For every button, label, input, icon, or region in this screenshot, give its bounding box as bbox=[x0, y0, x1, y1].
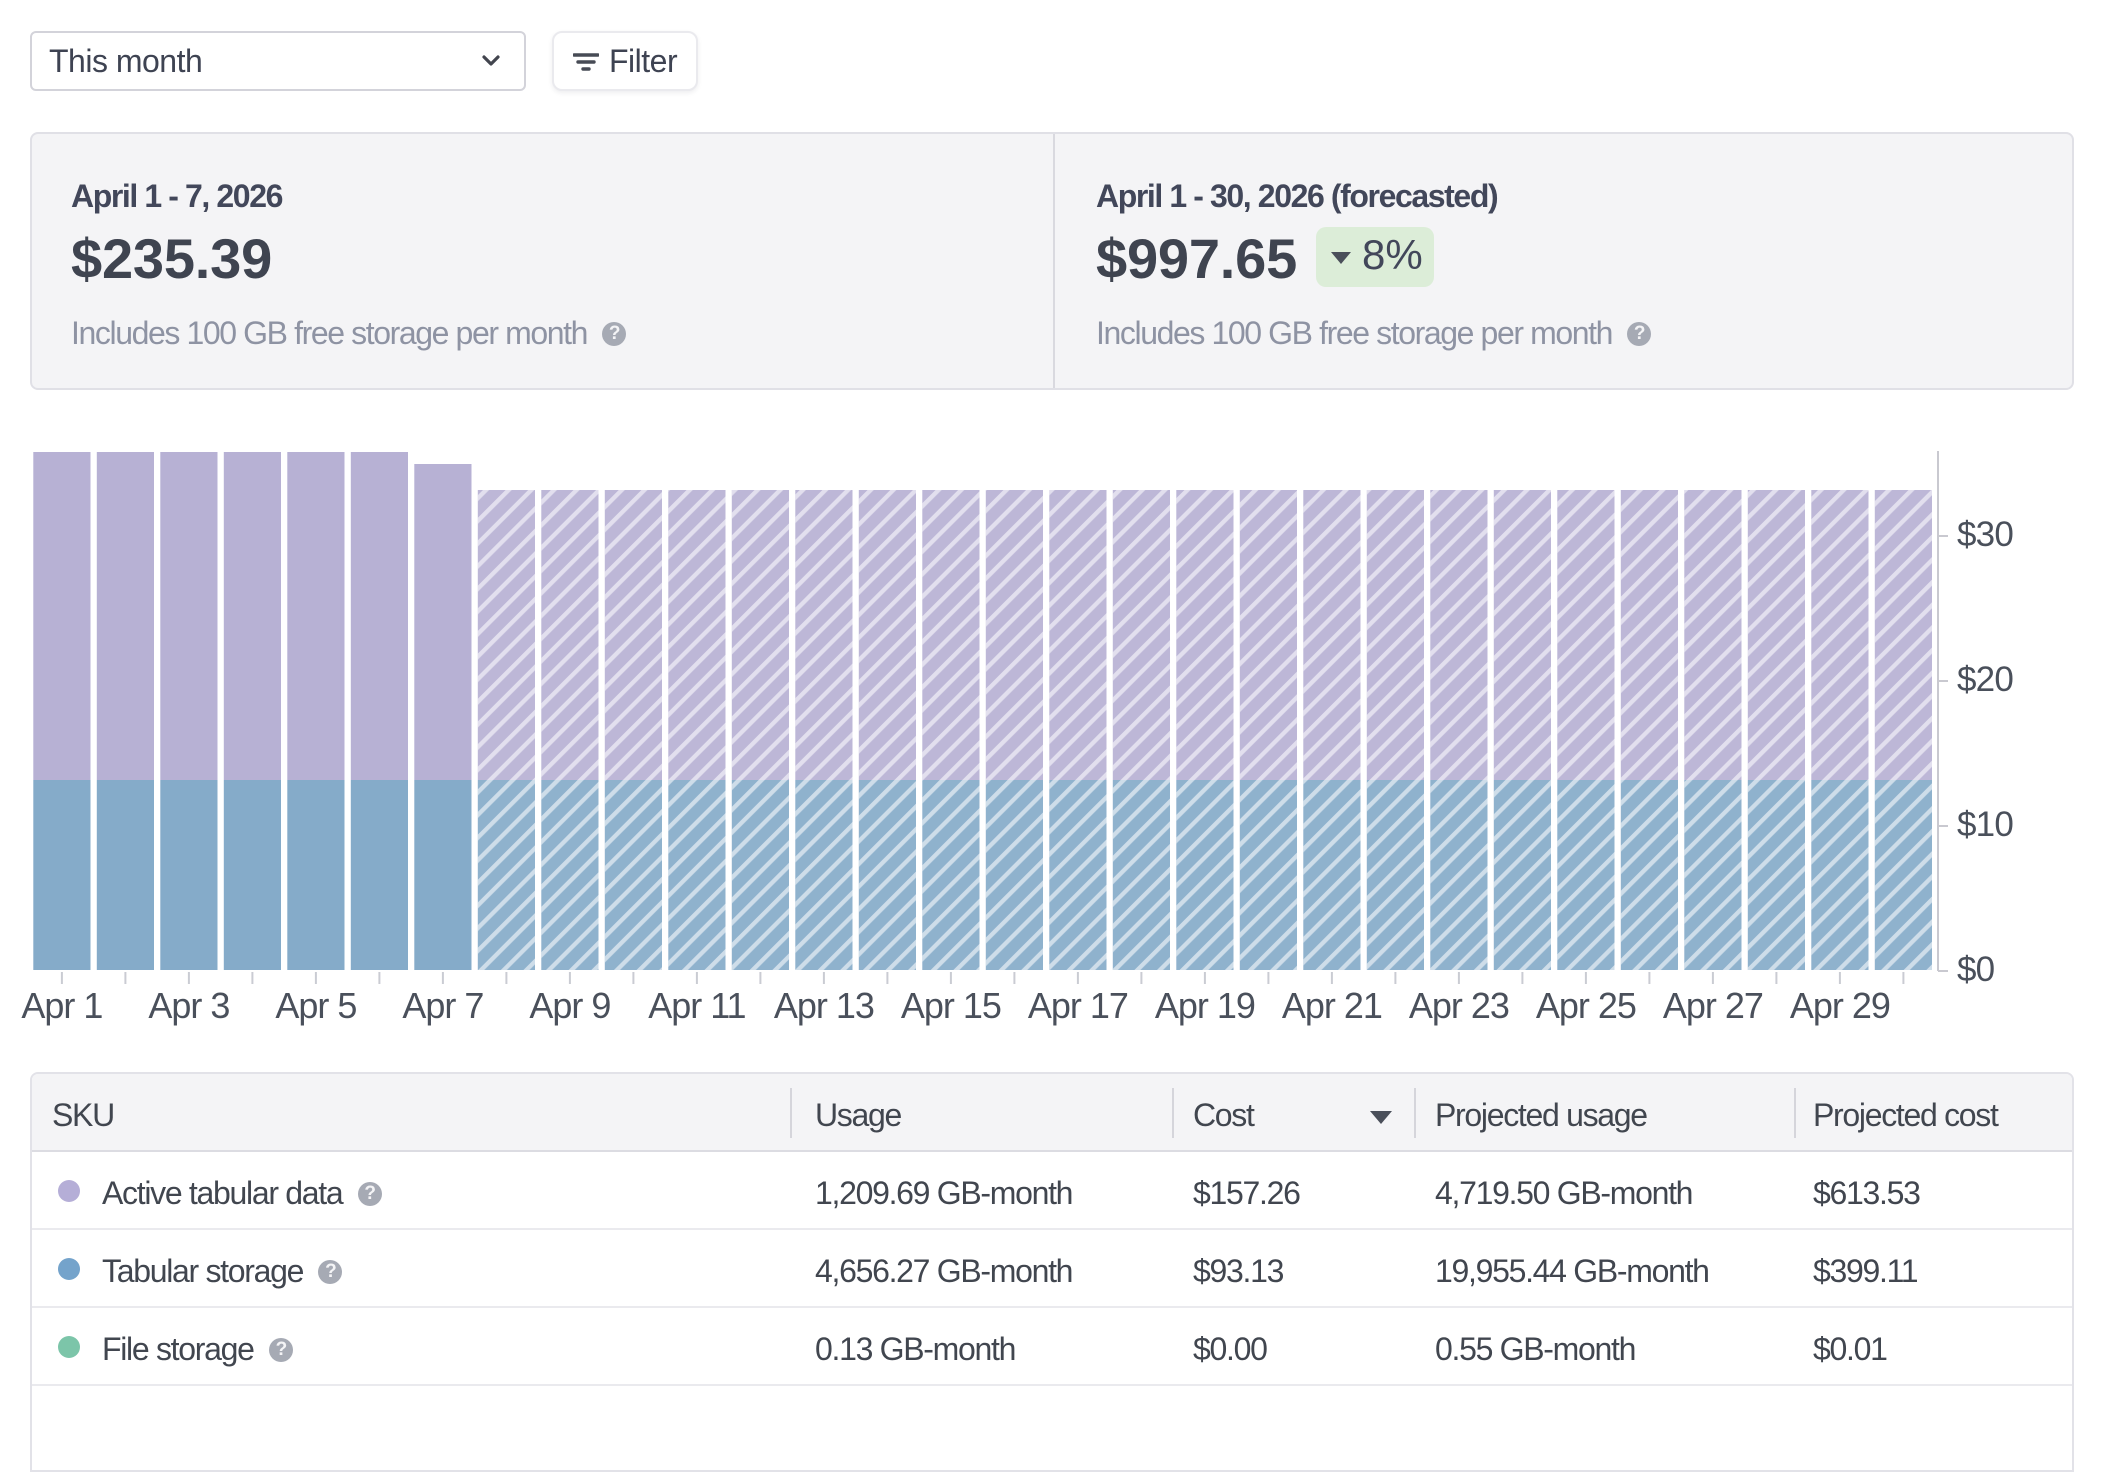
svg-text:Apr 23: Apr 23 bbox=[1409, 985, 1509, 1026]
svg-text:$0: $0 bbox=[1957, 950, 1995, 989]
svg-text:Apr 13: Apr 13 bbox=[774, 985, 874, 1026]
svg-text:Apr 19: Apr 19 bbox=[1155, 985, 1255, 1026]
svg-text:Apr 5: Apr 5 bbox=[275, 985, 356, 1026]
svg-text:Apr 1: Apr 1 bbox=[21, 985, 102, 1026]
svg-text:$30: $30 bbox=[1957, 515, 2013, 554]
svg-text:Apr 17: Apr 17 bbox=[1028, 985, 1128, 1026]
svg-text:$20: $20 bbox=[1957, 660, 2013, 699]
svg-text:Apr 27: Apr 27 bbox=[1663, 985, 1763, 1026]
svg-text:Apr 29: Apr 29 bbox=[1790, 985, 1890, 1026]
svg-text:Apr 7: Apr 7 bbox=[402, 985, 483, 1026]
svg-text:Apr 9: Apr 9 bbox=[529, 985, 610, 1026]
svg-text:$10: $10 bbox=[1957, 805, 2013, 844]
svg-text:Apr 25: Apr 25 bbox=[1536, 985, 1636, 1026]
svg-text:Apr 3: Apr 3 bbox=[148, 985, 229, 1026]
svg-text:Apr 11: Apr 11 bbox=[648, 985, 745, 1026]
svg-text:Apr 15: Apr 15 bbox=[901, 985, 1001, 1026]
svg-text:Apr 21: Apr 21 bbox=[1282, 985, 1382, 1026]
